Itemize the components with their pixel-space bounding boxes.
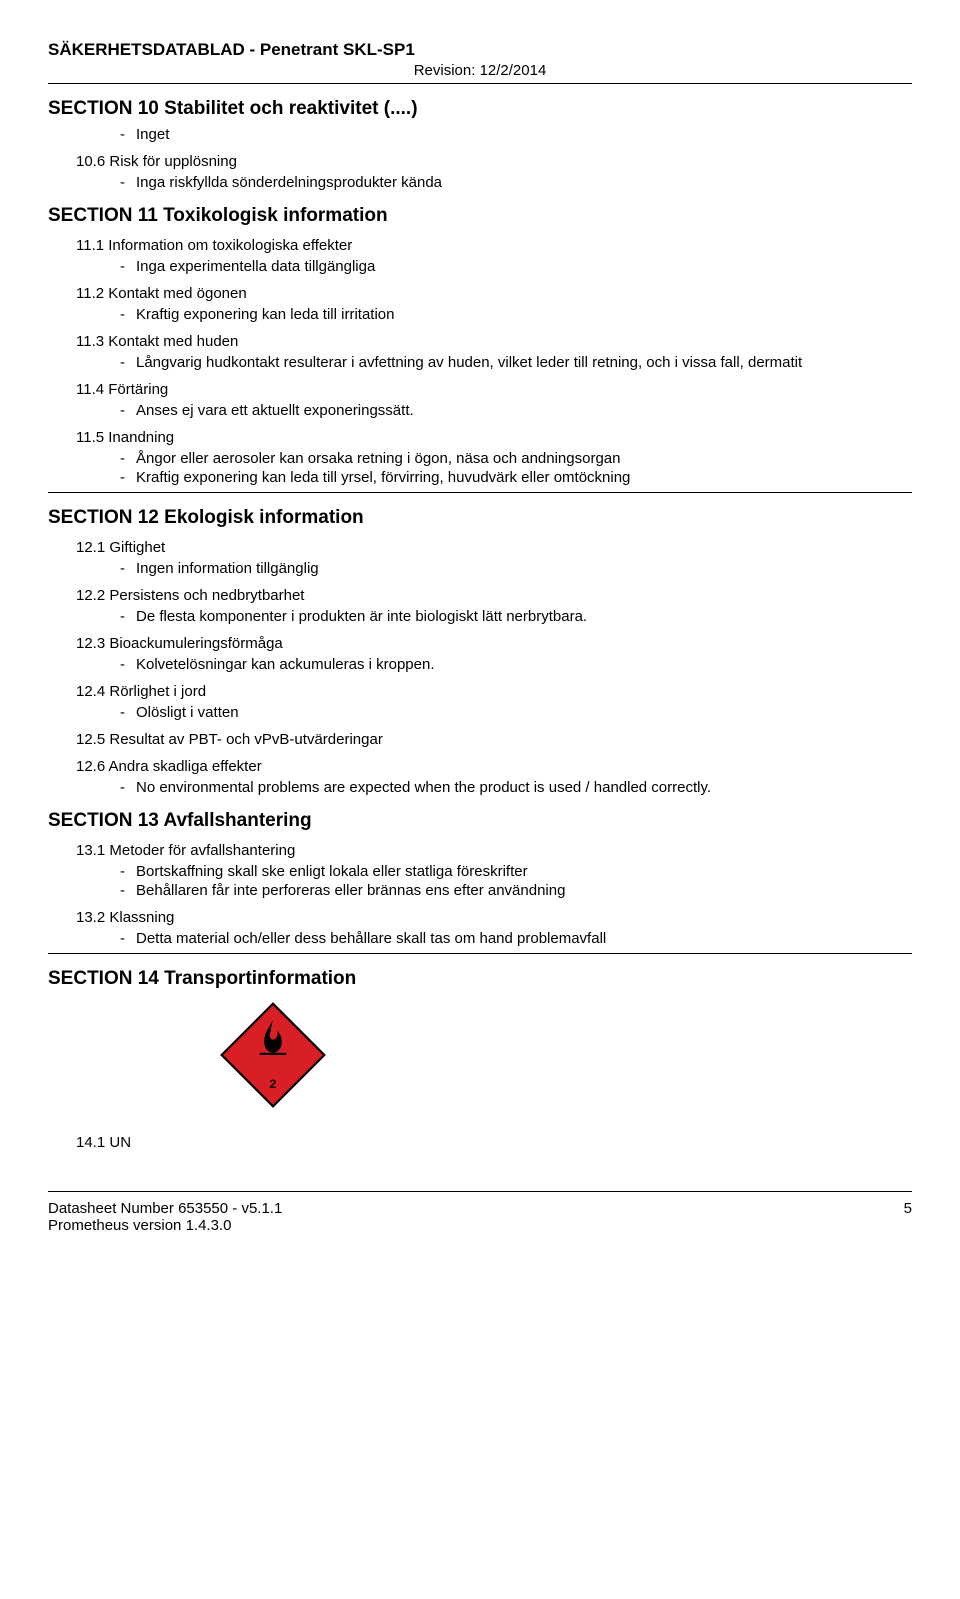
bullet-text: Kolvetelösningar kan ackumuleras i kropp… xyxy=(136,656,912,673)
divider xyxy=(48,83,912,84)
bullet-text: Behållaren får inte perforeras eller brä… xyxy=(136,882,912,899)
subsection-11-1: 11.1 Information om toxikologiska effekt… xyxy=(48,237,912,254)
subsection-11-3: 11.3 Kontakt med huden xyxy=(48,333,912,350)
bullet-text: Anses ej vara ett aktuellt exponeringssä… xyxy=(136,402,912,419)
bullet-text: Detta material och/eller dess behållare … xyxy=(136,930,912,947)
header-title-left: SÄKERHETSDATABLAD xyxy=(48,40,245,59)
header-title-sep: - xyxy=(245,40,260,59)
bullet-text: Kraftig exponering kan leda till irritat… xyxy=(136,306,912,323)
list-item: -Anses ej vara ett aktuellt exponeringss… xyxy=(120,402,912,419)
bullet-text: De flesta komponenter i produkten är int… xyxy=(136,608,912,625)
bullet-text: Ingen information tillgänglig xyxy=(136,560,912,577)
list-item: -Inga riskfyllda sönderdelningsprodukter… xyxy=(120,174,912,191)
subsection-12-4: 12.4 Rörlighet i jord xyxy=(48,683,912,700)
list-item: -Långvarig hudkontakt resulterar i avfet… xyxy=(120,354,912,371)
section-13-title: SECTION 13 Avfallshantering xyxy=(48,810,912,832)
section-10-title: SECTION 10 Stabilitet och reaktivitet (.… xyxy=(48,98,912,120)
list-item: -Detta material och/eller dess behållare… xyxy=(120,930,912,947)
hazard-class-number: 2 xyxy=(270,1077,277,1091)
subsection-14-1: 14.1 UN xyxy=(48,1134,912,1151)
subsection-11-4: 11.4 Förtäring xyxy=(48,381,912,398)
list-item: -Olösligt i vatten xyxy=(120,704,912,721)
list-item: -De flesta komponenter i produkten är in… xyxy=(120,608,912,625)
bullet-text: Inga riskfyllda sönderdelningsprodukter … xyxy=(136,174,912,191)
subsection-11-2: 11.2 Kontakt med ögonen xyxy=(48,285,912,302)
list-item: -Ångor eller aerosoler kan orsaka retnin… xyxy=(120,450,912,467)
footer-datasheet-number: Datasheet Number 653550 - v5.1.1 xyxy=(48,1200,282,1217)
list-item: -Inget xyxy=(120,126,912,143)
bullet-text: Inget xyxy=(136,126,912,143)
page-footer: Datasheet Number 653550 - v5.1.1 Prometh… xyxy=(48,1191,912,1234)
bullet-text: Olösligt i vatten xyxy=(136,704,912,721)
section-11-title: SECTION 11 Toxikologisk information xyxy=(48,205,912,227)
list-item: -Kraftig exponering kan leda till irrita… xyxy=(120,306,912,323)
bullet-text: No environmental problems are expected w… xyxy=(136,779,912,796)
bullet-text: Inga experimentella data tillgängliga xyxy=(136,258,912,275)
bullet-text: Långvarig hudkontakt resulterar i avfett… xyxy=(136,354,912,371)
header-title: SÄKERHETSDATABLAD - Penetrant SKL-SP1 xyxy=(48,40,415,59)
bullet-text: Bortskaffning skall ske enligt lokala el… xyxy=(136,863,912,880)
bullet-text: Kraftig exponering kan leda till yrsel, … xyxy=(136,469,912,486)
page-number: 5 xyxy=(904,1200,912,1234)
subsection-13-1: 13.1 Metoder för avfallshantering xyxy=(48,842,912,859)
divider xyxy=(48,953,912,954)
subsection-12-6: 12.6 Andra skadliga effekter xyxy=(48,758,912,775)
list-item: -No environmental problems are expected … xyxy=(120,779,912,796)
list-item: -Behållaren får inte perforeras eller br… xyxy=(120,882,912,899)
footer-software-version: Prometheus version 1.4.3.0 xyxy=(48,1217,282,1234)
list-item: -Kraftig exponering kan leda till yrsel,… xyxy=(120,469,912,486)
divider xyxy=(48,1191,912,1192)
subsection-12-5: 12.5 Resultat av PBT- och vPvB-utvärderi… xyxy=(48,731,912,748)
subsection-11-5: 11.5 Inandning xyxy=(48,429,912,446)
list-item: -Inga experimentella data tillgängliga xyxy=(120,258,912,275)
list-item: -Bortskaffning skall ske enligt lokala e… xyxy=(120,863,912,880)
subsection-12-3: 12.3 Bioackumuleringsförmåga xyxy=(48,635,912,652)
subsection-10-6: 10.6 Risk för upplösning xyxy=(48,153,912,170)
section-14-title: SECTION 14 Transportinformation xyxy=(48,968,912,990)
bullet-text: Ångor eller aerosoler kan orsaka retning… xyxy=(136,450,912,467)
list-item: -Ingen information tillgänglig xyxy=(120,560,912,577)
list-item: -Kolvetelösningar kan ackumuleras i krop… xyxy=(120,656,912,673)
subsection-12-2: 12.2 Persistens och nedbrytbarhet xyxy=(48,587,912,604)
header-title-right: Penetrant SKL-SP1 xyxy=(260,40,415,59)
section-12-title: SECTION 12 Ekologisk information xyxy=(48,507,912,529)
flammable-gas-hazard-icon: 2 xyxy=(218,1000,912,1114)
divider xyxy=(48,492,912,493)
subsection-12-1: 12.1 Giftighet xyxy=(48,539,912,556)
doc-header: SÄKERHETSDATABLAD - Penetrant SKL-SP1 Re… xyxy=(48,40,912,79)
subsection-13-2: 13.2 Klassning xyxy=(48,909,912,926)
header-revision: Revision: 12/2/2014 xyxy=(48,62,912,79)
